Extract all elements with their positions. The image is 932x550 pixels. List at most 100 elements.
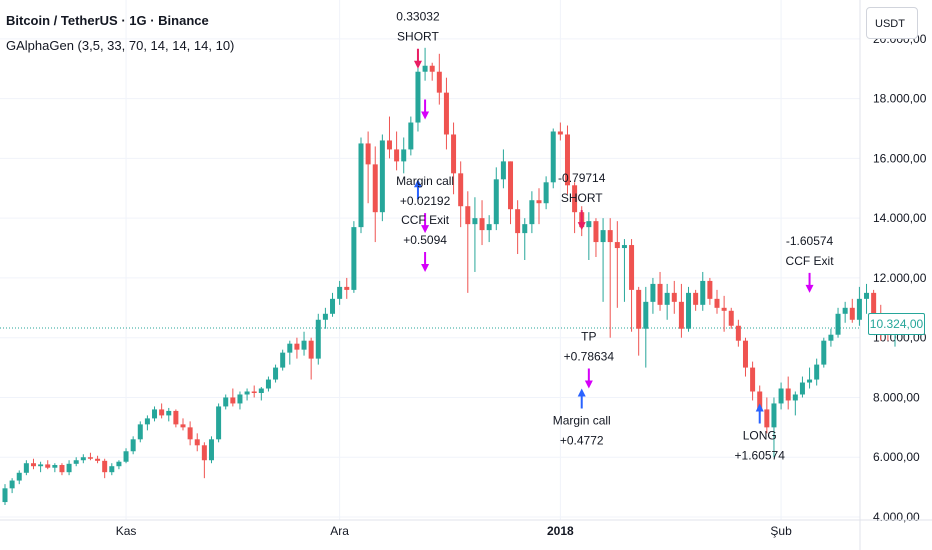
candle-body [856,298,862,320]
candle-body [643,301,649,329]
candle-body [750,367,756,392]
candle-body [16,472,22,481]
signal-label: 0.33032 [396,10,440,24]
y-tick-label: 8.000,00 [873,390,920,404]
candle-body [543,182,549,204]
candle-body [23,463,29,473]
candle-body [38,464,44,467]
candle-body [650,283,656,302]
y-tick-label: 6.000,00 [873,450,920,464]
candle-body [173,410,179,425]
last-price-badge: 10.324,00 [868,313,925,335]
candle-body [493,179,499,225]
long-signal-arrow [577,388,586,409]
candle-body [330,298,336,314]
candle-body [629,245,635,290]
signal-label: CCF Exit [401,213,450,227]
candle-body [529,200,535,225]
y-tick-label: 18.000,00 [873,92,927,106]
candle-body [66,463,72,473]
candle-body [479,218,485,231]
y-tick-label: 14.000,00 [873,211,927,225]
candle-body [315,319,321,359]
candle-body [159,409,165,416]
candle-body [536,200,542,204]
candle-body [515,209,521,234]
candle-body [30,463,36,467]
candle-body [564,134,570,186]
signal-label: LONG [743,428,777,442]
candle-body [835,313,841,335]
exit-signal-arrow [421,251,430,272]
signal-label: SHORT [561,191,603,205]
candle-body [116,461,122,467]
y-tick-label: 12.000,00 [873,271,927,285]
candle-body [166,410,172,416]
candle-body [799,382,805,395]
signal-label: +0.78634 [564,350,615,364]
candle-body [45,464,51,468]
candle-body [807,379,813,383]
indicator-legend[interactable]: GAlphaGen (3,5, 33, 70, 14, 14, 14, 10) [6,38,235,53]
candle-body [600,230,606,243]
candle-body [308,340,314,359]
signal-label: CCF Exit [786,254,835,268]
candle-body [486,224,492,231]
candle-body [337,286,343,299]
candle-body [102,460,108,473]
exit-signal-arrow [421,213,430,234]
candle-body [828,334,834,341]
candle-body [130,439,136,452]
candle-body [237,394,243,404]
candle-body [365,143,371,165]
currency-button[interactable]: USDT [866,7,918,39]
candle-body [201,445,207,461]
candle-body [550,131,556,183]
long-signal-arrow [413,179,422,200]
candle-body [472,218,478,225]
candle-body [814,364,820,380]
candle-body [522,224,528,234]
signal-label: +0.4772 [560,434,604,448]
candle-body [52,465,58,468]
candle-body [636,289,642,329]
candle-body [230,397,236,404]
candle-body [771,403,777,428]
candle-body [394,149,400,162]
candle-body [379,140,385,213]
candle-body [287,343,293,353]
candle-body [244,391,250,395]
signal-label: +1.60574 [735,448,786,462]
candle-body [194,439,200,446]
signal-label: +0.02192 [400,194,451,208]
x-tick-label: 2018 [547,524,574,538]
candle-body [123,451,129,462]
candle-body [95,458,101,461]
candle-body [344,286,350,290]
candle-body [693,292,699,305]
candle-body [721,307,727,311]
candle-body [700,280,706,305]
candle-body [572,185,578,213]
signal-label: Margin call [553,414,611,428]
candle-body [187,427,193,440]
candle-body [657,283,663,305]
candle-body [80,457,86,461]
candle-body [144,418,150,425]
candle-body [500,161,506,180]
candle-body [358,143,364,228]
candle-body [408,122,414,150]
candle-body [707,280,713,299]
signal-label: Margin call [396,174,454,188]
candle-body [273,367,279,380]
candle-body [137,424,143,440]
long-signal-arrow [755,403,764,424]
candle-body [216,406,222,440]
candle-body [180,424,186,428]
candle-body [265,379,271,389]
candle-body [443,92,449,135]
candle-body [792,394,798,401]
candle-body [451,134,457,174]
candle-body [208,439,214,461]
